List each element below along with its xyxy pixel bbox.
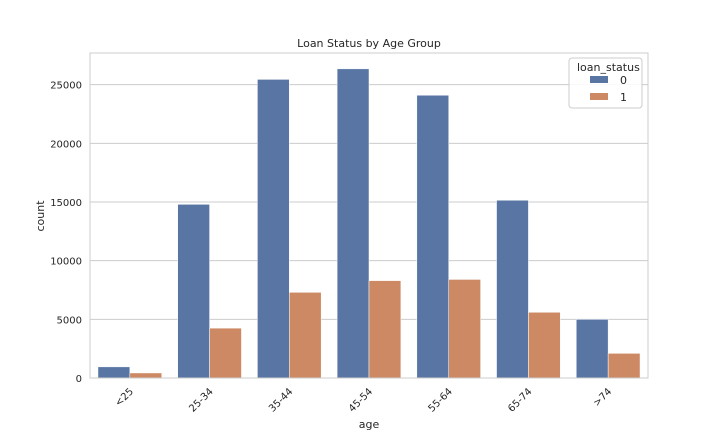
bars (97, 68, 641, 379)
x-tick-label: 45-54 (347, 386, 375, 414)
chart-title: Loan Status by Age Group (297, 37, 441, 50)
y-tick-label: 5000 (57, 315, 82, 326)
x-tick-label: >74 (592, 386, 615, 409)
x-axis-label: age (359, 418, 380, 431)
x-tick-label: 35-44 (267, 386, 295, 414)
bar-0-4 (416, 94, 449, 379)
bar-1-4 (448, 279, 481, 379)
legend-label-1: 1 (620, 91, 627, 104)
bar-0-5 (496, 199, 529, 379)
x-tick-label: <25 (113, 386, 136, 409)
bar-1-5 (528, 312, 561, 379)
bar-1-2 (289, 292, 322, 379)
bar-0-0 (97, 366, 131, 379)
y-tick-label: 0 (76, 374, 82, 385)
plot-frame (89, 52, 649, 379)
x-axis-ticks: <25 25-34 35-44 45-54 55-64 65-74 >74 (113, 386, 614, 414)
bar-0-2 (257, 79, 290, 379)
x-tick-label: 55-64 (427, 386, 455, 414)
y-tick-label: 10000 (50, 257, 82, 268)
legend-label-0: 0 (620, 74, 627, 87)
legend-swatch-1 (590, 93, 608, 100)
bar-0-1 (177, 204, 210, 379)
bar-0-6 (576, 319, 609, 379)
bar-1-0 (129, 372, 162, 379)
legend: loan_status 0 1 (568, 57, 643, 109)
x-tick-label: 65-74 (506, 386, 534, 414)
y-tick-label: 20000 (50, 139, 82, 150)
legend-title: loan_status (577, 61, 640, 74)
bar-1-1 (209, 327, 242, 379)
y-tick-label: 25000 (50, 81, 82, 92)
bar-1-3 (368, 280, 402, 379)
legend-swatch-0 (590, 76, 608, 83)
bar-1-6 (607, 353, 641, 379)
y-tick-label: 15000 (50, 198, 82, 209)
y-axis-ticks: 0 5000 10000 15000 20000 25000 (50, 81, 82, 385)
y-axis-label: count (34, 200, 47, 232)
x-tick-label: 25-34 (187, 386, 215, 414)
bar-0-3 (336, 68, 370, 379)
